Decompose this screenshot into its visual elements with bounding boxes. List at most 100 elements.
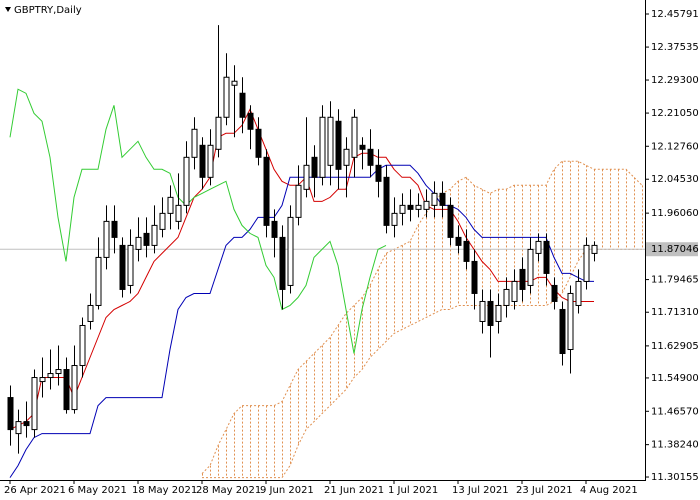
candle-body — [23, 421, 30, 427]
x-tick-label: 4 Aug 2021 — [580, 485, 638, 496]
y-tick-label: 11.46570 — [651, 406, 699, 417]
candle-body — [407, 204, 414, 210]
candle-body — [343, 148, 350, 166]
menu-arrow[interactable] — [5, 7, 11, 12]
candle-body — [39, 377, 46, 383]
candle-body — [263, 156, 270, 226]
candle-body — [415, 204, 422, 210]
candle-body — [575, 280, 582, 306]
y-tick-label: 12.21050 — [651, 108, 699, 119]
y-tick-label: 12.45791 — [651, 9, 699, 20]
candle-body — [199, 144, 206, 178]
candle-body — [367, 148, 374, 166]
candle-body — [399, 204, 406, 214]
candle-body — [495, 304, 502, 322]
candle-body — [111, 220, 118, 238]
y-tick-label: 12.12760 — [651, 141, 699, 152]
candle-body — [439, 192, 446, 206]
candle-body — [55, 369, 62, 375]
last-price-tag — [646, 242, 698, 257]
y-tick-label: 12.29300 — [651, 75, 699, 86]
candle-body — [79, 324, 86, 367]
candle-body — [431, 192, 438, 206]
candle-body — [463, 240, 470, 262]
y-tick-label: 11.62905 — [651, 341, 699, 352]
candle-body — [559, 308, 566, 355]
candle-body — [127, 244, 134, 286]
candle-body — [279, 236, 286, 290]
candle-body — [247, 112, 254, 130]
x-tick-label: 6 May 2021 — [68, 485, 127, 496]
candle-body — [223, 76, 230, 118]
candle-body — [207, 144, 214, 178]
candle-body — [503, 288, 510, 306]
last-price-label: 11.87046 — [651, 244, 699, 255]
candle-body — [287, 216, 294, 286]
candle-body — [15, 421, 22, 435]
candle-body — [311, 156, 318, 178]
candle-body — [47, 373, 54, 379]
candle-body — [151, 224, 158, 246]
candle-body — [167, 196, 174, 214]
candle-body — [535, 240, 542, 254]
candle-body — [591, 244, 598, 254]
y-tick-label: 11.79465 — [651, 275, 699, 286]
indicator-line — [9, 88, 387, 354]
candle-body — [239, 92, 246, 118]
indicator-line — [9, 108, 594, 431]
candle-body — [383, 176, 390, 226]
candle-body — [335, 120, 342, 170]
candle-body — [527, 248, 534, 286]
y-tick-label: 11.54900 — [651, 373, 699, 384]
candle-body — [543, 240, 550, 274]
y-tick-label: 11.71310 — [651, 307, 699, 318]
candle-body — [423, 200, 430, 210]
candle-body — [327, 116, 334, 166]
candle-body — [359, 144, 366, 150]
candle-body — [519, 268, 526, 290]
x-tick-label: 1 Jul 2021 — [388, 485, 438, 496]
candle-body — [119, 244, 126, 290]
y-tick-label: 11.38240 — [651, 440, 699, 451]
candle-body — [95, 256, 102, 306]
x-tick-label: 13 Jul 2021 — [452, 485, 509, 496]
candle-body — [375, 164, 382, 182]
indicator-line — [9, 164, 594, 478]
x-tick-label: 23 Jul 2021 — [516, 485, 573, 496]
candle-body — [7, 397, 14, 431]
candle-body — [455, 236, 462, 246]
candle-body — [71, 365, 78, 411]
candle-body — [231, 80, 238, 86]
candle-body — [143, 232, 150, 246]
candle-body — [87, 304, 94, 322]
candle-body — [583, 244, 590, 282]
candle-body — [551, 284, 558, 302]
y-tick-label: 12.04530 — [651, 174, 699, 185]
x-tick-label: 21 Jun 2021 — [324, 485, 384, 496]
y-tick-label: 12.37535 — [651, 42, 699, 53]
candle-body — [191, 128, 198, 158]
candle-body — [255, 128, 262, 158]
candle-body — [447, 204, 454, 238]
chart-title: GBPTRY,Daily — [14, 5, 82, 16]
candle-body — [271, 220, 278, 238]
y-tick-label: 11.30155 — [651, 472, 699, 483]
candle-body — [31, 377, 38, 431]
candle-body — [487, 300, 494, 326]
candle-body — [183, 156, 190, 206]
x-tick-label: 9 Jun 2021 — [260, 485, 314, 496]
candle-body — [471, 260, 478, 294]
candle-body — [159, 212, 166, 230]
candle-body — [567, 292, 574, 351]
candle-body — [479, 300, 486, 322]
cloud-edge — [201, 160, 643, 474]
candle-body — [303, 164, 310, 190]
x-tick-label: 26 Apr 2021 — [4, 485, 66, 496]
x-tick-label: 28 May 2021 — [196, 485, 261, 496]
y-tick-label: 11.96060 — [651, 208, 699, 219]
candle-body — [351, 116, 358, 158]
candle-body — [319, 116, 326, 178]
candle-body — [215, 116, 222, 150]
